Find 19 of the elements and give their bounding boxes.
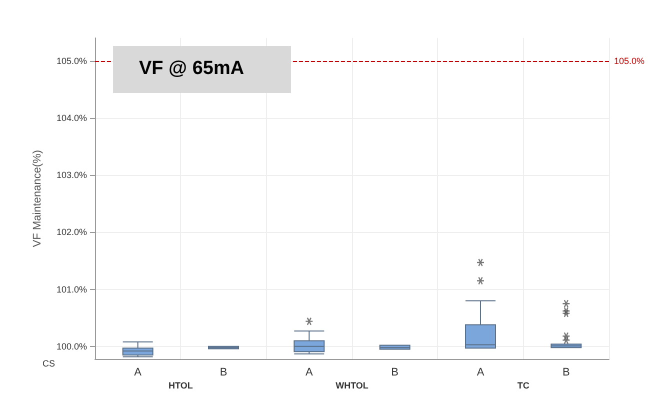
- y-tick-label: 103.0%: [56, 170, 87, 180]
- y-tick-label: 102.0%: [56, 227, 87, 238]
- y-tick-label: 100.0%: [56, 341, 87, 352]
- x-tick-label: B: [391, 366, 399, 378]
- text: WHTOL: [336, 380, 369, 390]
- y-tick-label: 105.0%: [56, 56, 87, 66]
- ref-line-label: 105.0%: [614, 56, 645, 66]
- x-tick-label: A: [305, 366, 314, 378]
- text: TC: [517, 380, 530, 390]
- y-axis-title: VF Maintenance(%): [32, 150, 44, 248]
- x-tick-label: A: [134, 366, 142, 378]
- y-tick-label: 104.0%: [56, 112, 87, 123]
- text: HTOL: [168, 380, 194, 390]
- x-tick-label: A: [476, 366, 485, 378]
- x-tick-label: B: [562, 366, 570, 378]
- y-tick-label: 101.0%: [56, 284, 87, 294]
- x-tick-label: B: [220, 366, 228, 378]
- title-box: VF @ 65mA: [113, 46, 291, 93]
- x-axis-title: CS: [42, 358, 55, 368]
